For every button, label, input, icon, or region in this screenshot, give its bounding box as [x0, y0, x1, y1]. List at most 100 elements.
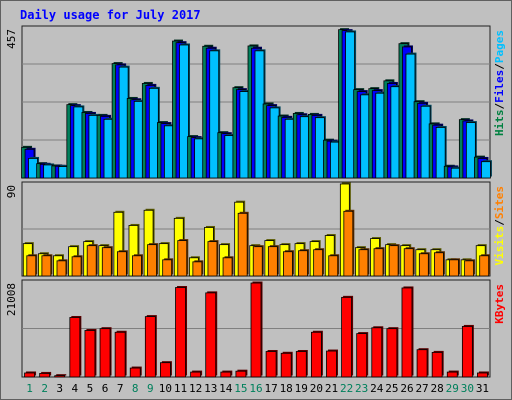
panel-max-label: 21008 — [5, 283, 18, 316]
bar-pages-day-25 — [390, 86, 401, 179]
bar-pages-day-16 — [254, 50, 265, 179]
bar-kbytes-day-16 — [250, 282, 262, 378]
x-tick-label: 31 — [476, 382, 489, 395]
bar-sites-day-3 — [56, 260, 67, 277]
legend-entry: Pages — [493, 30, 506, 63]
x-tick-label: 29 — [446, 382, 459, 395]
bar-kbytes-day-8 — [129, 367, 141, 378]
bar-kbytes-day-22 — [341, 296, 352, 378]
bar-sites-day-2 — [41, 255, 52, 277]
bar-pages-day-10 — [164, 125, 174, 179]
bar-sites-day-9 — [147, 244, 157, 277]
bar-kbytes-day-13 — [205, 292, 217, 378]
bar-kbytes-day-4 — [69, 317, 81, 378]
bar-pages-day-28 — [435, 127, 446, 179]
x-tick-label: 18 — [280, 382, 293, 395]
bar-sites-day-26 — [403, 248, 414, 277]
bar-sites-day-15 — [237, 212, 248, 277]
x-tick-label: 19 — [295, 382, 308, 395]
bar-pages-day-5 — [88, 115, 99, 179]
bar-pages-day-30 — [465, 122, 476, 179]
legend-separator: / — [493, 103, 506, 110]
bar-sites-day-18 — [283, 251, 293, 277]
bar-kbytes-day-5 — [84, 330, 96, 378]
x-tick-label: 6 — [102, 382, 109, 395]
bar-pages-day-3 — [58, 166, 69, 179]
bar-sites-day-21 — [328, 255, 339, 277]
bar-sites-day-1 — [26, 255, 37, 277]
bar-pages-day-15 — [239, 91, 250, 179]
legend-entry: Visits — [493, 226, 506, 266]
legend-entry: KBytes — [493, 284, 506, 324]
x-tick-label: 4 — [72, 382, 79, 395]
bar-kbytes-day-1 — [24, 372, 35, 378]
bar-sites-day-4 — [71, 256, 82, 277]
x-tick-label: 2 — [41, 382, 48, 395]
bar-pages-day-1 — [28, 158, 38, 179]
bar-pages-day-20 — [314, 117, 325, 179]
bar-kbytes-day-25 — [386, 328, 398, 378]
x-tick-label: 5 — [87, 382, 94, 395]
bar-pages-day-6 — [103, 118, 114, 179]
bar-sites-day-27 — [418, 253, 429, 277]
x-tick-label: 28 — [431, 382, 444, 395]
panel-max-label: 457 — [5, 29, 18, 49]
x-tick-label: 24 — [370, 382, 384, 395]
x-tick-label: 26 — [400, 382, 413, 395]
bar-sites-day-16 — [252, 246, 263, 277]
bar-sites-day-8 — [132, 255, 142, 277]
bar-sites-day-30 — [464, 260, 475, 277]
bar-sites-day-25 — [388, 245, 399, 277]
x-tick-label: 22 — [340, 382, 353, 395]
x-tick-label: 8 — [132, 382, 139, 395]
x-tick-label: 9 — [147, 382, 154, 395]
x-tick-label: 13 — [204, 382, 217, 395]
bar-sites-day-7 — [116, 251, 127, 277]
panel-sites-visits: 90 Visits/Sites — [5, 181, 506, 277]
bar-sites-day-23 — [358, 249, 369, 277]
panel-legend: KBytes — [493, 284, 506, 324]
bar-sites-day-24 — [373, 248, 384, 277]
bar-pages-day-19 — [299, 116, 310, 179]
x-tick-label: 12 — [189, 382, 202, 395]
bar-pages-day-14 — [224, 135, 235, 179]
bar-kbytes-day-26 — [401, 287, 413, 378]
bar-kbytes-day-6 — [99, 328, 111, 378]
bar-kbytes-day-9 — [144, 316, 156, 378]
bar-pages-day-22 — [345, 31, 355, 179]
panel-max-label: 90 — [5, 185, 18, 198]
bar-pages-day-9 — [148, 87, 159, 179]
panel-legend: Hits/Files/Pages — [493, 30, 506, 136]
bar-sites-day-13 — [207, 241, 218, 277]
bar-sites-day-22 — [343, 210, 354, 277]
bar-sites-day-17 — [267, 246, 278, 277]
bar-sites-day-29 — [449, 259, 459, 277]
bar-pages-day-4 — [73, 106, 84, 179]
bar-pages-day-23 — [360, 94, 371, 179]
bar-kbytes-day-17 — [265, 351, 277, 378]
panel-legend: Visits/Sites — [493, 186, 506, 266]
x-tick-label: 15 — [234, 382, 247, 395]
bar-sites-day-14 — [222, 257, 233, 277]
bar-kbytes-day-29 — [446, 371, 458, 378]
x-tick-label: 27 — [415, 382, 428, 395]
bar-shadow — [56, 374, 67, 376]
bar-pages-day-13 — [209, 50, 220, 179]
legend-entry: Files — [493, 70, 506, 103]
x-tick-label: 30 — [461, 382, 474, 395]
x-tick-label: 16 — [249, 382, 262, 395]
x-tick-label: 1 — [26, 382, 33, 395]
x-tick-label: 10 — [159, 382, 172, 395]
bar-kbytes-day-7 — [114, 331, 126, 378]
bar-kbytes-day-30 — [461, 326, 473, 378]
x-tick-label: 23 — [355, 382, 368, 395]
bar-pages-day-24 — [375, 92, 386, 179]
panel-kbytes: 21008 KBytes — [5, 279, 506, 378]
bar-sites-day-12 — [192, 261, 203, 277]
bar-pages-day-26 — [405, 53, 416, 179]
bar-pages-day-2 — [43, 164, 54, 179]
bar-kbytes-day-27 — [416, 349, 428, 378]
bar-kbytes-day-10 — [160, 362, 171, 378]
x-tick-label: 14 — [219, 382, 233, 395]
